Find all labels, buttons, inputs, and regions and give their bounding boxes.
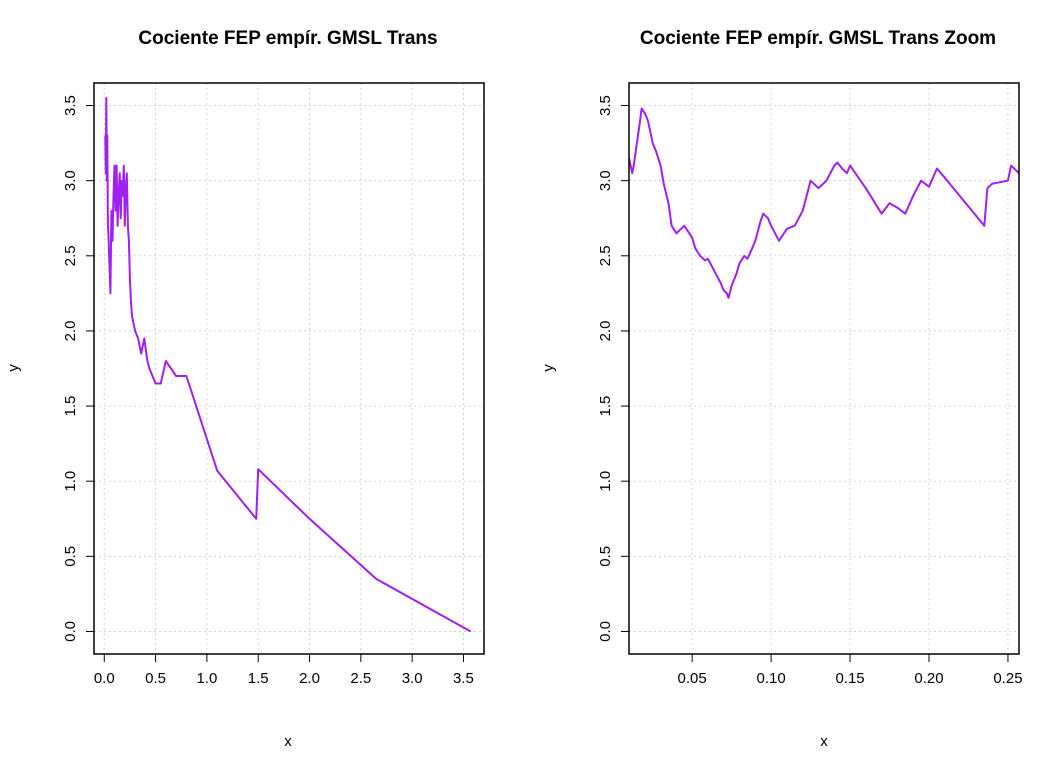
y-tick-label: 0.5 [597, 546, 614, 567]
chart-title: Cociente FEP empír. GMSL Trans Zoom [640, 28, 996, 49]
y-tick-label: 2.0 [597, 321, 614, 342]
y-axis-label: y [540, 364, 557, 372]
x-tick-label: 1.5 [248, 670, 269, 687]
x-tick-label: 0.5 [145, 670, 166, 687]
y-tick-label: 1.0 [597, 471, 614, 492]
x-tick-label: 0.05 [678, 670, 707, 687]
plot-frame [93, 82, 485, 655]
y-tick-label: 2.5 [597, 245, 614, 266]
series-line [104, 97, 472, 633]
chart-title: Cociente FEP empír. GMSL Trans [138, 28, 437, 49]
plot-frame [628, 82, 1020, 655]
y-tick-label: 0.5 [62, 546, 79, 567]
y-tick-label: 2.5 [62, 245, 79, 266]
y-axis-label: y [5, 364, 22, 372]
x-tick-label: 2.0 [299, 670, 320, 687]
chart-panel-right: Cociente FEP empír. GMSL Trans Zoom x y … [540, 28, 1023, 750]
x-tick-label: 0.20 [914, 670, 943, 687]
y-tick-label: 1.5 [62, 396, 79, 417]
x-axis-label: x [284, 733, 292, 750]
x-tick-label: 0.25 [993, 670, 1022, 687]
x-tick-label: 0.15 [835, 670, 864, 687]
y-tick-label: 1.5 [597, 396, 614, 417]
chart-panel-left: Cociente FEP empír. GMSL Trans x y 0.0 0.… [5, 28, 485, 750]
y-tick-label: 3.5 [597, 95, 614, 116]
y-tick-label: 3.0 [597, 170, 614, 191]
x-tick-label: 0.10 [757, 670, 786, 687]
x-tick-label: 3.0 [402, 670, 423, 687]
x-tick-label: 2.5 [350, 670, 371, 687]
y-tick-label: 1.0 [62, 471, 79, 492]
y-tick-label: 3.0 [62, 170, 79, 191]
x-tick-label: 0.0 [94, 670, 115, 687]
y-tick-label: 0.0 [62, 621, 79, 642]
y-tick-label: 2.0 [62, 321, 79, 342]
x-axis-label: x [820, 733, 828, 750]
y-tick-label: 3.5 [62, 95, 79, 116]
x-tick-label: 1.0 [196, 670, 217, 687]
series-line [629, 107, 1019, 299]
x-tick-label: 3.5 [453, 670, 474, 687]
y-tick-label: 0.0 [597, 621, 614, 642]
